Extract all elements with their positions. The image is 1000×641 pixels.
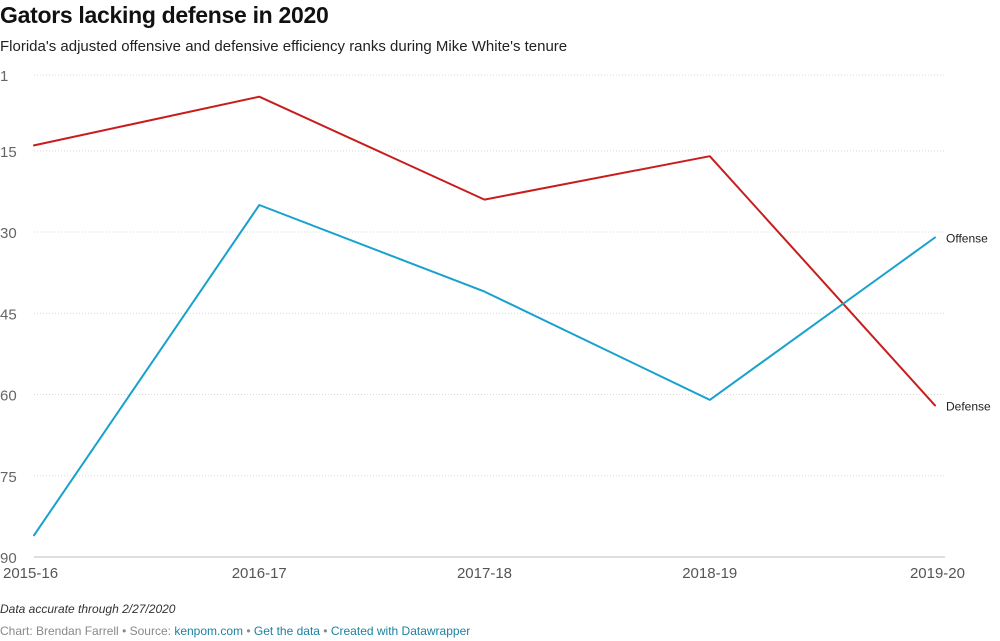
series-label-offense: Offense — [946, 231, 988, 245]
y-tick-label: 30 — [0, 225, 17, 242]
y-tick-label: 60 — [0, 388, 17, 405]
x-tick-label: 2017-18 — [457, 565, 512, 582]
datawrapper-link[interactable]: Created with Datawrapper — [330, 624, 471, 638]
footer-separator: • — [246, 624, 251, 638]
series-line-defense — [33, 95, 936, 407]
x-axis-ticks: 2015-16 2016-17 2017-18 2018-19 2019-20 — [3, 565, 965, 582]
x-tick-label: 2015-16 — [3, 565, 58, 582]
y-axis-ticks: 1 15 30 45 60 75 90 — [0, 68, 17, 567]
y-tick-label: 90 — [0, 550, 17, 567]
y-tick-label: 15 — [0, 144, 17, 161]
data-note: Data accurate through 2/27/2020 — [0, 602, 176, 616]
y-tick-label: 1 — [0, 68, 8, 85]
get-data-link[interactable]: Get the data — [253, 624, 320, 638]
x-tick-label: 2018-19 — [682, 565, 737, 582]
source-link[interactable]: kenpom.com — [174, 624, 244, 638]
series-label-defense: Defense — [946, 399, 991, 413]
x-tick-label: 2019-20 — [910, 565, 965, 582]
footer-separator: • — [323, 624, 328, 638]
chart-title: Gators lacking defense in 2020 — [0, 2, 329, 28]
series-line-offense — [33, 204, 936, 537]
source-label: Source: — [129, 624, 171, 638]
chart-credit: Chart: Brendan Farrell — [0, 624, 119, 638]
y-tick-label: 45 — [0, 306, 17, 323]
footer-separator: • — [122, 624, 127, 638]
series-labels: Defense Offense — [946, 231, 991, 413]
chart-footer: Chart: Brendan Farrell • Source: kenpom.… — [0, 624, 470, 638]
grid-layer — [34, 74, 945, 558]
chart-subtitle: Florida's adjusted offensive and defensi… — [0, 38, 568, 55]
x-tick-label: 2016-17 — [232, 565, 287, 582]
y-tick-label: 75 — [0, 469, 17, 486]
series-layer — [33, 95, 936, 537]
